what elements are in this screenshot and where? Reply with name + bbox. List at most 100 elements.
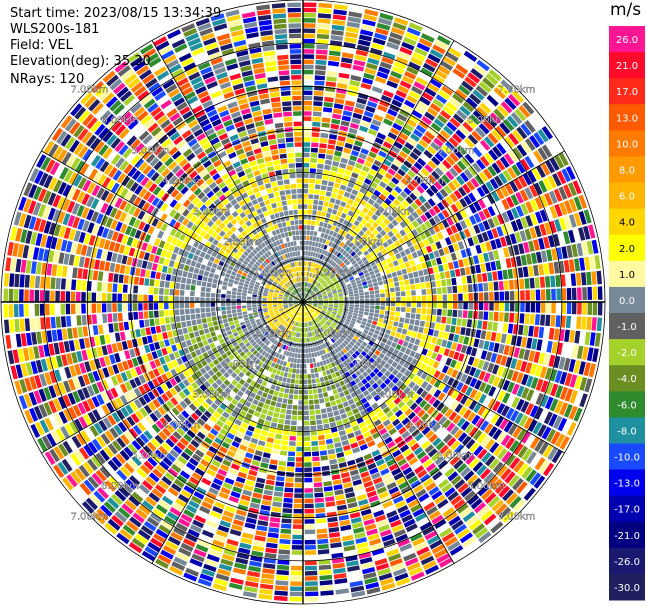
range-gate: [326, 311, 332, 315]
range-gate: [414, 465, 425, 475]
range-gate: [478, 210, 487, 221]
range-gate: [420, 223, 428, 232]
range-gate: [335, 494, 345, 501]
range-gate: [206, 468, 216, 477]
range-gate: [370, 305, 375, 309]
range-gate: [335, 283, 340, 287]
range-gate: [251, 497, 261, 504]
range-gate: [274, 438, 282, 445]
range-gate: [489, 442, 500, 454]
range-gate: [339, 241, 345, 248]
range-gate: [295, 457, 303, 462]
range-gate: [272, 395, 278, 402]
range-gate: [86, 398, 96, 410]
range-gate: [530, 302, 536, 313]
range-gate: [351, 353, 358, 359]
range-gate: [434, 39, 449, 50]
range-gate: [343, 323, 349, 328]
range-gate: [99, 466, 111, 479]
range-gate: [297, 431, 303, 436]
range-gate: [345, 260, 351, 266]
range-gate: [463, 50, 478, 62]
range-gate: [345, 215, 352, 221]
range-gate: [309, 315, 312, 321]
range-gate: [295, 348, 299, 353]
range-gate: [506, 369, 514, 380]
range-gate: [324, 269, 329, 274]
range-gate: [415, 124, 427, 134]
range-gate: [442, 419, 452, 429]
range-gate: [196, 510, 209, 519]
range-gate: [546, 340, 553, 353]
range-gate: [176, 357, 184, 366]
range-gate: [178, 381, 186, 390]
range-gate: [458, 59, 472, 71]
range-gate: [359, 443, 368, 451]
range-gate: [550, 315, 556, 327]
range-gate: [543, 236, 550, 249]
range-gate: [239, 466, 249, 474]
range-gate: [333, 573, 347, 579]
range-gate: [269, 336, 274, 342]
range-gate: [71, 352, 78, 364]
range-gate: [389, 243, 397, 250]
range-gate: [361, 350, 367, 357]
range-gate: [372, 254, 379, 261]
range-gate: [569, 330, 576, 343]
range-gate: [493, 312, 499, 322]
range-gate: [421, 334, 428, 341]
range-gate: [319, 237, 324, 243]
range-gate: [352, 284, 358, 289]
range-gate: [359, 335, 366, 341]
range-gate: [594, 332, 601, 347]
range-gate: [290, 378, 295, 384]
range-gate: [289, 591, 303, 597]
range-gate: [398, 322, 404, 328]
range-gate: [225, 543, 238, 552]
range-gate: [356, 280, 362, 284]
range-gate: [366, 62, 378, 70]
range-gate: [327, 448, 336, 455]
range-gate: [295, 321, 298, 327]
range-gate: [325, 335, 330, 341]
range-gate: [318, 339, 322, 345]
range-gate: [359, 308, 364, 312]
range-gate: [549, 205, 558, 219]
range-gate: [303, 137, 311, 142]
range-gate: [385, 154, 395, 163]
range-gate: [226, 432, 235, 440]
range-gate: [345, 330, 351, 335]
range-gate: [349, 355, 355, 362]
range-gate: [328, 55, 340, 62]
range-gate: [492, 322, 498, 332]
range-gate: [337, 82, 348, 89]
range-gate: [365, 582, 380, 590]
range-gate: [424, 530, 438, 541]
range-gate: [124, 392, 133, 403]
range-gate: [309, 332, 313, 337]
range-gate: [268, 527, 280, 533]
range-gate: [328, 176, 336, 182]
range-gate: [197, 539, 211, 548]
range-gate: [251, 333, 257, 339]
range-gate: [370, 250, 376, 257]
range-gate: [559, 436, 570, 450]
range-gate: [149, 512, 162, 523]
range-gate: [293, 394, 299, 400]
range-gate: [419, 255, 426, 263]
range-gate: [79, 362, 87, 374]
range-gate: [290, 565, 303, 571]
range-gate: [347, 286, 353, 290]
range-gate: [273, 496, 283, 502]
range-gate: [376, 197, 384, 205]
range-gate: [221, 553, 235, 562]
range-gate: [115, 385, 124, 396]
range-gate: [208, 515, 220, 524]
range-gate: [459, 198, 468, 208]
range-gate: [463, 409, 472, 419]
range-gate: [313, 325, 317, 330]
range-gate: [446, 121, 458, 132]
range-gate: [409, 402, 418, 411]
range-gate: [291, 550, 303, 555]
range-gate: [249, 318, 255, 323]
